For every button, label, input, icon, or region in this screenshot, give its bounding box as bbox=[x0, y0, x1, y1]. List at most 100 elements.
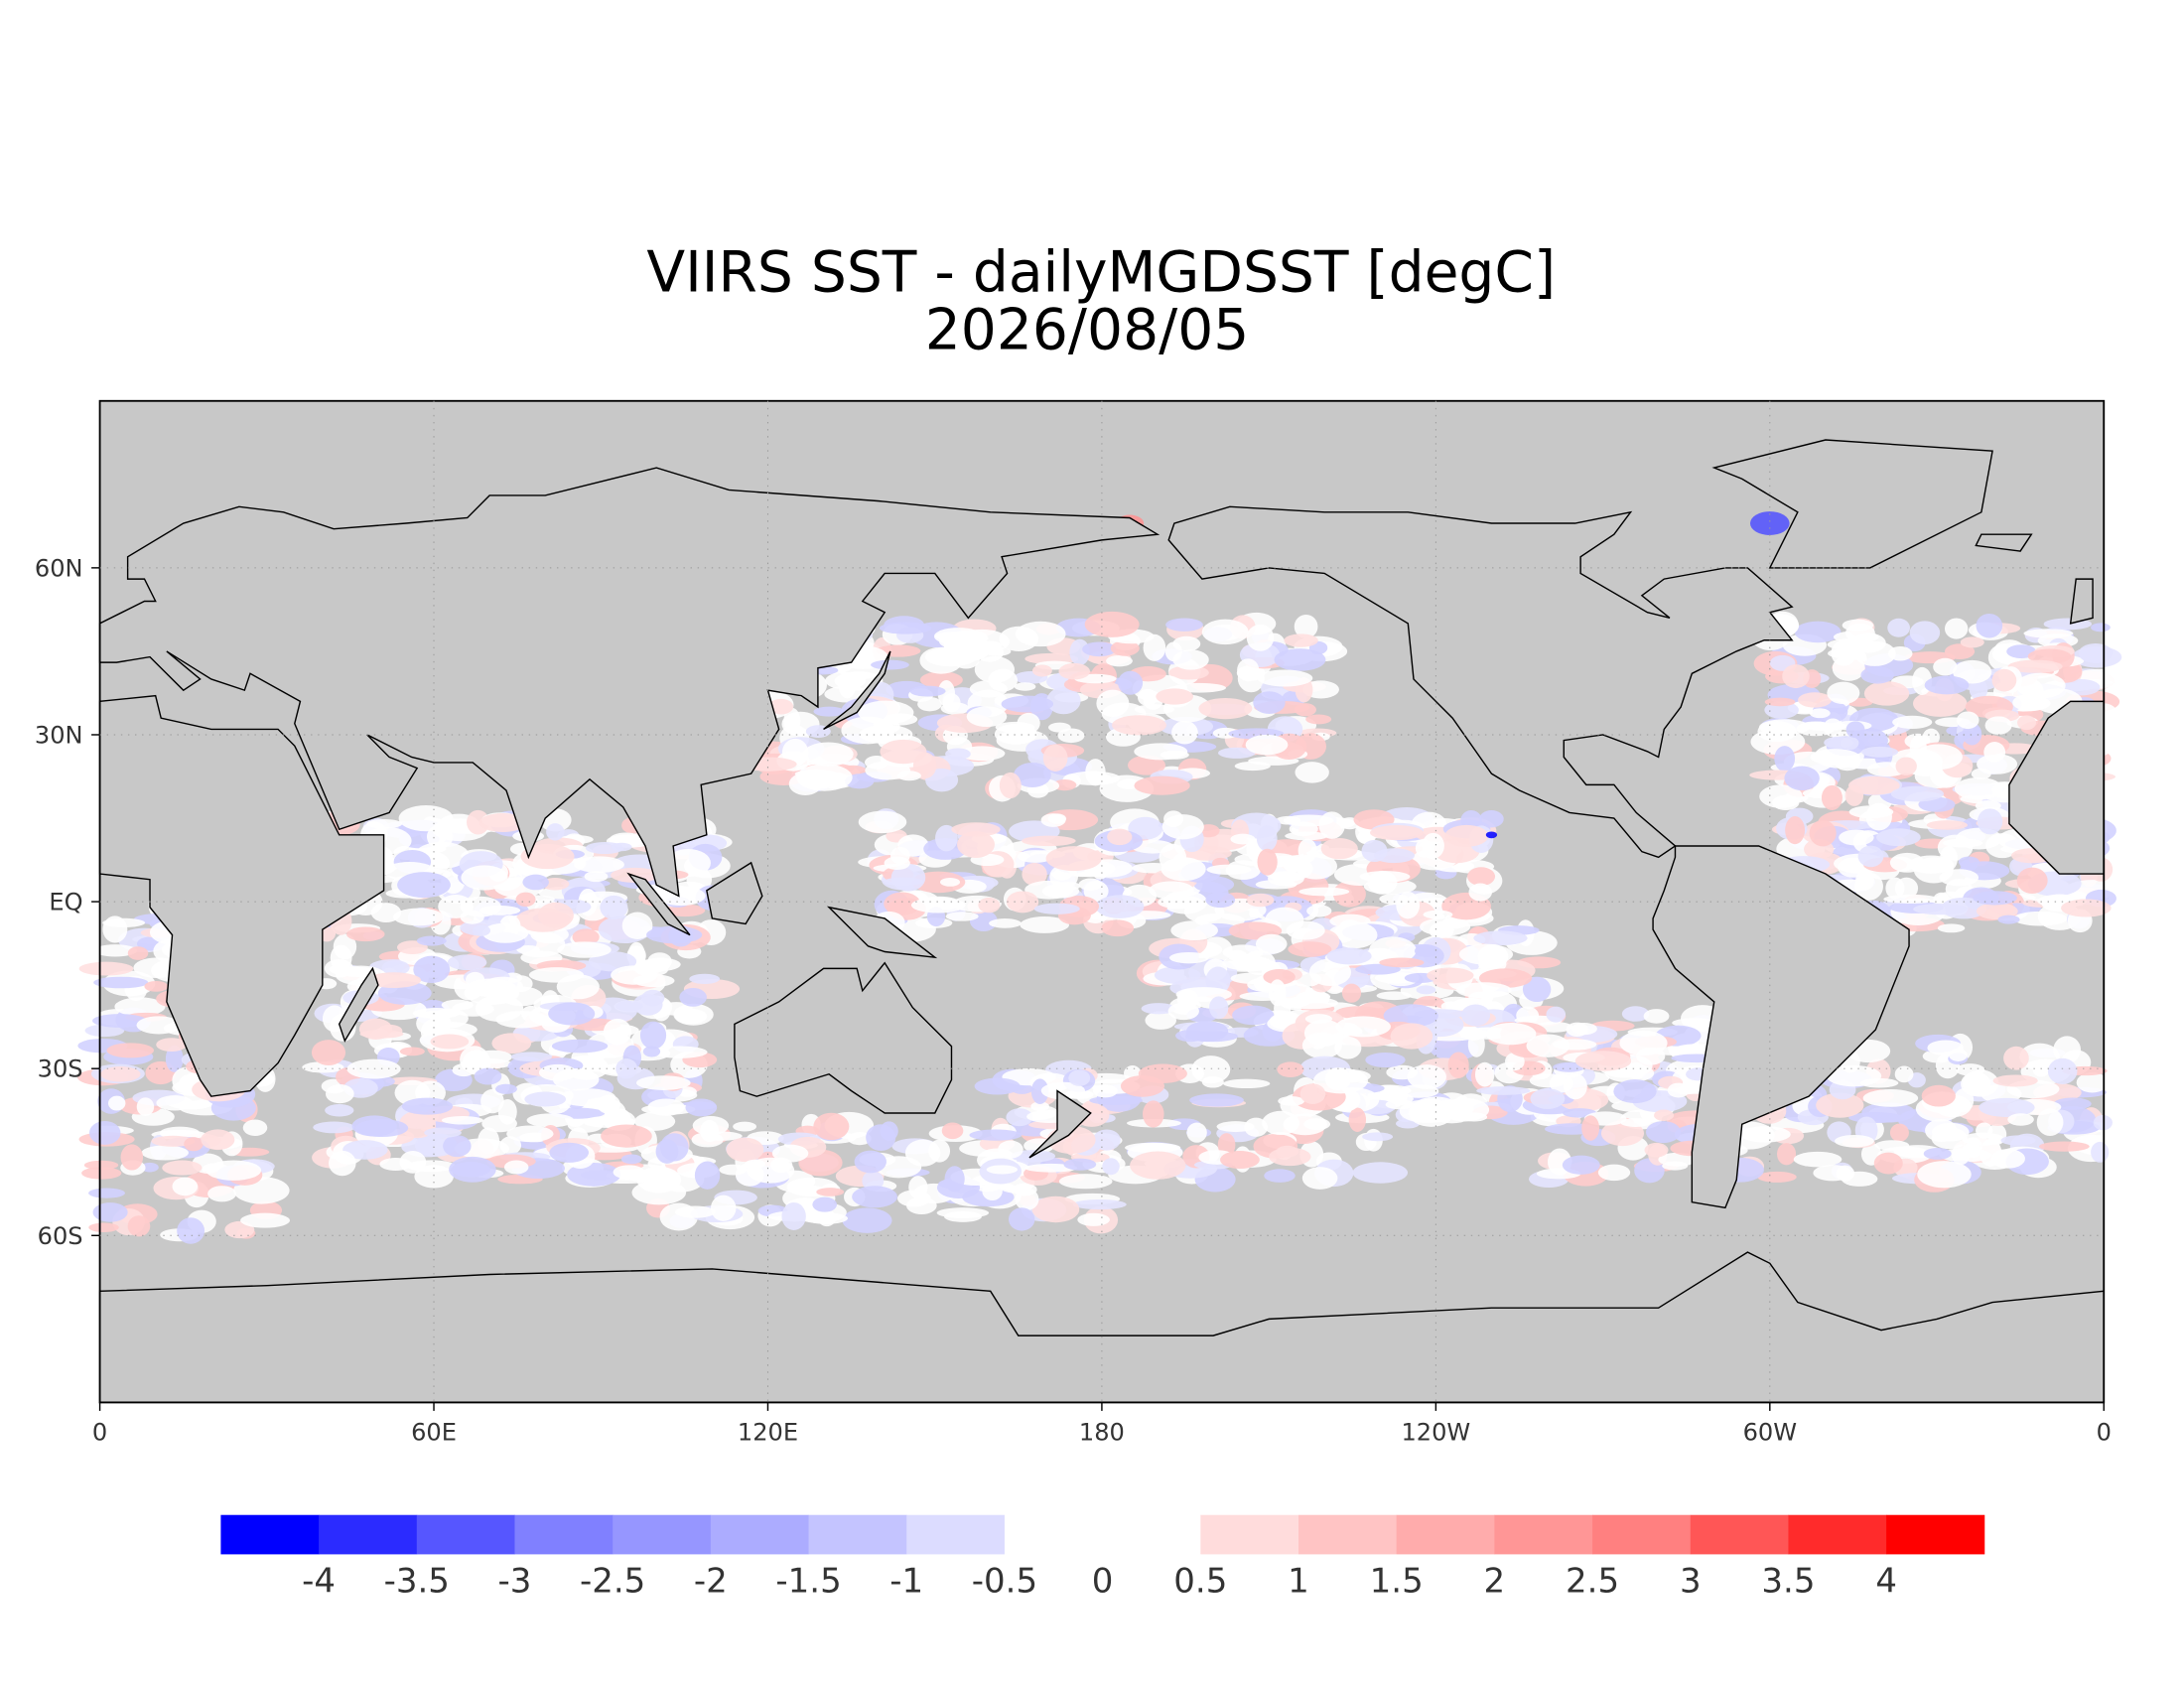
sst-patch bbox=[1110, 640, 1140, 656]
land bbox=[823, 650, 891, 731]
sst-patch bbox=[1200, 936, 1233, 963]
sst-patch bbox=[1460, 1112, 1488, 1122]
sst-patch bbox=[945, 748, 971, 761]
sst-patch bbox=[1170, 920, 1218, 940]
sst-patch bbox=[1909, 621, 1941, 645]
sst-patch bbox=[330, 944, 352, 971]
sst-patch bbox=[1040, 1081, 1085, 1100]
sst-patch bbox=[2039, 1141, 2090, 1152]
sst-patch bbox=[2023, 629, 2074, 638]
sst-patch bbox=[1467, 867, 1496, 887]
sst-patch bbox=[1809, 819, 1837, 847]
sst-patch bbox=[460, 910, 484, 924]
sst-patch bbox=[346, 1058, 401, 1079]
sst-patch bbox=[1277, 1061, 1304, 1077]
sst-patch bbox=[1990, 1149, 2025, 1169]
colorbar-box bbox=[808, 1514, 907, 1555]
sst-patch bbox=[1269, 1147, 1311, 1167]
sst-patch bbox=[1764, 697, 1796, 707]
sst-patch bbox=[506, 1125, 554, 1143]
sst-patch bbox=[1399, 1099, 1447, 1123]
sst-patch bbox=[120, 1144, 144, 1171]
sst-patch bbox=[1757, 721, 1797, 743]
sst-patch bbox=[1627, 1061, 1646, 1079]
sst-patch bbox=[1447, 1052, 1469, 1078]
colorbar-box bbox=[1102, 1514, 1201, 1555]
land bbox=[1711, 439, 1993, 569]
sst-patch bbox=[689, 973, 721, 984]
lon-label: 120W bbox=[1401, 1419, 1470, 1447]
sst-patch bbox=[366, 819, 403, 829]
sst-patch bbox=[1422, 832, 1444, 859]
sst-patch bbox=[1095, 895, 1145, 918]
sst-patch bbox=[1553, 1061, 1585, 1072]
sst-patch bbox=[2012, 693, 2049, 712]
sst-patch bbox=[156, 1095, 194, 1111]
sst-patch bbox=[1102, 1158, 1120, 1176]
sst-patch bbox=[1654, 1109, 1675, 1121]
sst-patch bbox=[1563, 1073, 1587, 1100]
sst-patch bbox=[615, 1000, 644, 1012]
sst-patch bbox=[1785, 816, 1806, 845]
colorbar-label: 4 bbox=[1875, 1562, 1897, 1602]
sst-patch bbox=[974, 1077, 1021, 1095]
sst-patch bbox=[1217, 747, 1256, 759]
sst-patch bbox=[1566, 1022, 1588, 1037]
sst-patch bbox=[692, 1116, 730, 1136]
sst-patch bbox=[1973, 891, 2017, 906]
sst-patch bbox=[549, 1142, 590, 1163]
sst-patch bbox=[1860, 746, 1899, 758]
sst-patch bbox=[1030, 1078, 1049, 1104]
sst-patch bbox=[1355, 963, 1401, 975]
sst-patch bbox=[1168, 665, 1209, 680]
sst-patch bbox=[379, 1158, 412, 1171]
sst-patch bbox=[1127, 755, 1166, 775]
sst-patch bbox=[1960, 636, 1984, 648]
sst-patch bbox=[1096, 689, 1130, 718]
sst-patch bbox=[1365, 1053, 1406, 1068]
sst-patch bbox=[1546, 1006, 1567, 1023]
sst-patch bbox=[647, 1098, 685, 1116]
sst-patch bbox=[366, 972, 422, 988]
sst-patch bbox=[1440, 1001, 1463, 1012]
sst-patch bbox=[1172, 635, 1201, 652]
sst-patch bbox=[1953, 659, 1992, 684]
sst-patch bbox=[1303, 1019, 1344, 1047]
sst-patch bbox=[813, 1112, 850, 1141]
lon-label: 120E bbox=[738, 1419, 798, 1447]
sst-patch bbox=[1082, 641, 1117, 657]
sst-patch bbox=[866, 1124, 896, 1152]
sst-patch bbox=[726, 1137, 764, 1163]
colorbar-box bbox=[416, 1514, 515, 1555]
sst-patch bbox=[1370, 825, 1424, 841]
sst-patch bbox=[1416, 985, 1436, 995]
sst-patch bbox=[1857, 845, 1884, 868]
sst-patch bbox=[140, 1162, 159, 1173]
sst-patch bbox=[473, 924, 490, 936]
sst-patch bbox=[1017, 850, 1054, 863]
sst-patch bbox=[172, 1177, 199, 1196]
sst-patch bbox=[1326, 947, 1372, 965]
sst-patch bbox=[1058, 1174, 1113, 1190]
sst-patch bbox=[603, 1018, 632, 1046]
sst-patch bbox=[989, 918, 1022, 928]
sst-patch bbox=[917, 696, 942, 712]
sst-patch bbox=[1477, 944, 1509, 969]
sst-patch bbox=[1348, 1107, 1367, 1132]
sst-patch bbox=[1332, 881, 1366, 908]
sst-patch bbox=[1341, 983, 1362, 1003]
sst-patch bbox=[1222, 1078, 1271, 1089]
sst-patch bbox=[1526, 1034, 1570, 1057]
sst-patch bbox=[1772, 794, 1800, 811]
sst-patch bbox=[1063, 1158, 1097, 1171]
sst-patch bbox=[1362, 1132, 1394, 1142]
sst-patch bbox=[1376, 991, 1412, 1001]
sst-patch bbox=[1201, 1075, 1224, 1088]
sst-patch bbox=[381, 960, 410, 976]
sst-patch bbox=[510, 1052, 553, 1062]
sst-patch bbox=[2027, 648, 2072, 664]
sst-patch bbox=[957, 831, 995, 858]
sst-patch bbox=[574, 856, 624, 873]
sst-patch bbox=[1887, 618, 1910, 637]
sst-patch bbox=[1143, 1100, 1164, 1128]
